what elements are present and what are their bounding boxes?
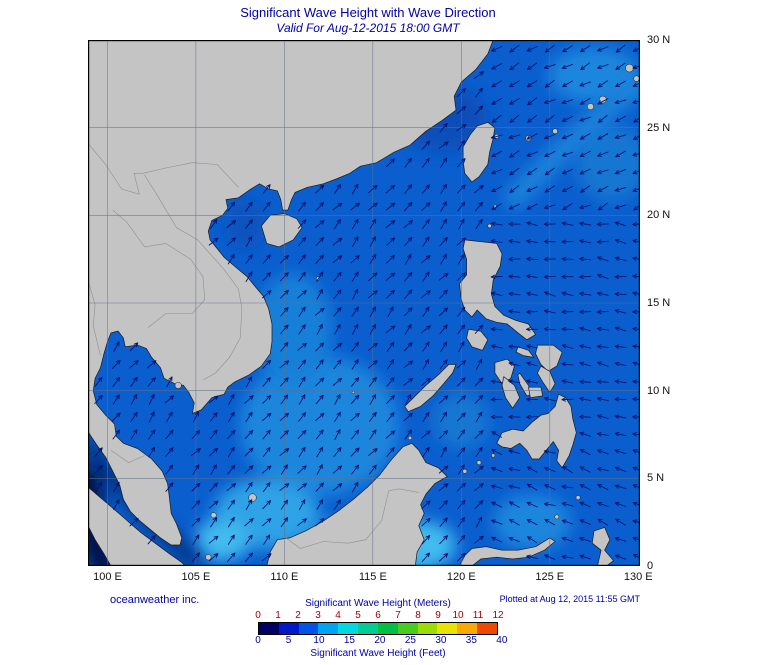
colorbar-segment bbox=[477, 623, 497, 634]
lon-tick-label: 110 E bbox=[270, 571, 299, 583]
colorbar-segment bbox=[298, 623, 319, 634]
plot-subtitle: Valid For Aug-12-2015 18:00 GMT bbox=[276, 21, 460, 35]
colorbar-segment bbox=[457, 623, 478, 634]
meters-tick: 6 bbox=[375, 610, 381, 621]
meters-tick: 8 bbox=[415, 610, 421, 621]
lat-tick-label: 5 N bbox=[647, 472, 665, 485]
colorbar-feet-label: Significant Wave Height (Feet) bbox=[310, 648, 446, 659]
colorbar-meters-label: Significant Wave Height (Meters) bbox=[305, 598, 451, 609]
meters-tick: 7 bbox=[395, 610, 401, 621]
meters-tick: 1 bbox=[275, 610, 281, 621]
feet-tick: 35 bbox=[465, 635, 477, 646]
lon-tick-label: 105 E bbox=[181, 571, 211, 583]
colorbar-segment bbox=[278, 623, 299, 634]
meters-tick: 12 bbox=[492, 610, 504, 621]
lat-tick-label: 0 bbox=[647, 560, 654, 572]
colorbar-segment bbox=[437, 623, 458, 634]
feet-tick: 15 bbox=[343, 635, 355, 646]
colorbar-segment bbox=[397, 623, 418, 634]
colorbar-segment bbox=[358, 623, 378, 634]
map-layers bbox=[88, 40, 640, 566]
colorbar-segment bbox=[377, 623, 398, 634]
colorbar-meters-ticks: 0 1 2 3 4 5 6 7 8 9 10 11 12 bbox=[255, 610, 503, 622]
feet-tick: 30 bbox=[435, 635, 447, 646]
colorbar-segment bbox=[318, 623, 339, 634]
lat-tick-label: 10 N bbox=[647, 384, 671, 397]
wave-height-map bbox=[88, 40, 640, 566]
lon-tick-label: 125 E bbox=[535, 571, 565, 583]
feet-tick: 5 bbox=[285, 635, 292, 646]
colorbar-gradient bbox=[258, 622, 498, 635]
graticule bbox=[88, 40, 640, 566]
meters-tick: 5 bbox=[355, 610, 361, 621]
map-frame bbox=[88, 40, 640, 566]
colorbar-segment bbox=[259, 623, 279, 634]
meters-tick: 0 bbox=[255, 610, 261, 621]
lon-tick-label: 130 E bbox=[623, 571, 653, 583]
lon-tick-label: 120 E bbox=[446, 571, 476, 583]
land-group bbox=[88, 40, 640, 566]
lat-tick-label: 25 N bbox=[647, 121, 671, 134]
feet-tick: 25 bbox=[404, 635, 416, 646]
credit: oceanweather inc. bbox=[110, 594, 200, 606]
lat-tick-label: 30 N bbox=[647, 34, 671, 46]
meters-tick: 2 bbox=[295, 610, 301, 621]
meters-tick: 4 bbox=[335, 610, 341, 621]
colorbar-segment bbox=[417, 623, 438, 634]
lat-tick-label: 20 N bbox=[647, 209, 671, 222]
plot-title: Significant Wave Height with Wave Direct… bbox=[240, 5, 496, 20]
plotted-timestamp: Plotted at Aug 12, 2015 11:55 GMT bbox=[499, 594, 640, 604]
meters-tick: 10 bbox=[452, 610, 464, 621]
feet-tick: 40 bbox=[496, 635, 508, 646]
feet-tick: 10 bbox=[313, 635, 325, 646]
meters-tick: 3 bbox=[315, 610, 321, 621]
wave-direction-arrows bbox=[93, 44, 640, 563]
meters-tick: 11 bbox=[472, 610, 484, 621]
colorbar-segment bbox=[338, 623, 359, 634]
map-area bbox=[88, 40, 640, 566]
colorbar-feet-ticks: 0 5 10 15 20 25 30 35 40 bbox=[255, 635, 507, 647]
lat-tick-label: 15 N bbox=[647, 297, 671, 309]
lon-tick-label: 100 E bbox=[93, 571, 122, 583]
meters-tick: 9 bbox=[435, 610, 441, 621]
feet-tick: 20 bbox=[374, 635, 386, 646]
lon-tick-label: 115 E bbox=[358, 571, 387, 583]
feet-tick: 0 bbox=[255, 635, 261, 646]
